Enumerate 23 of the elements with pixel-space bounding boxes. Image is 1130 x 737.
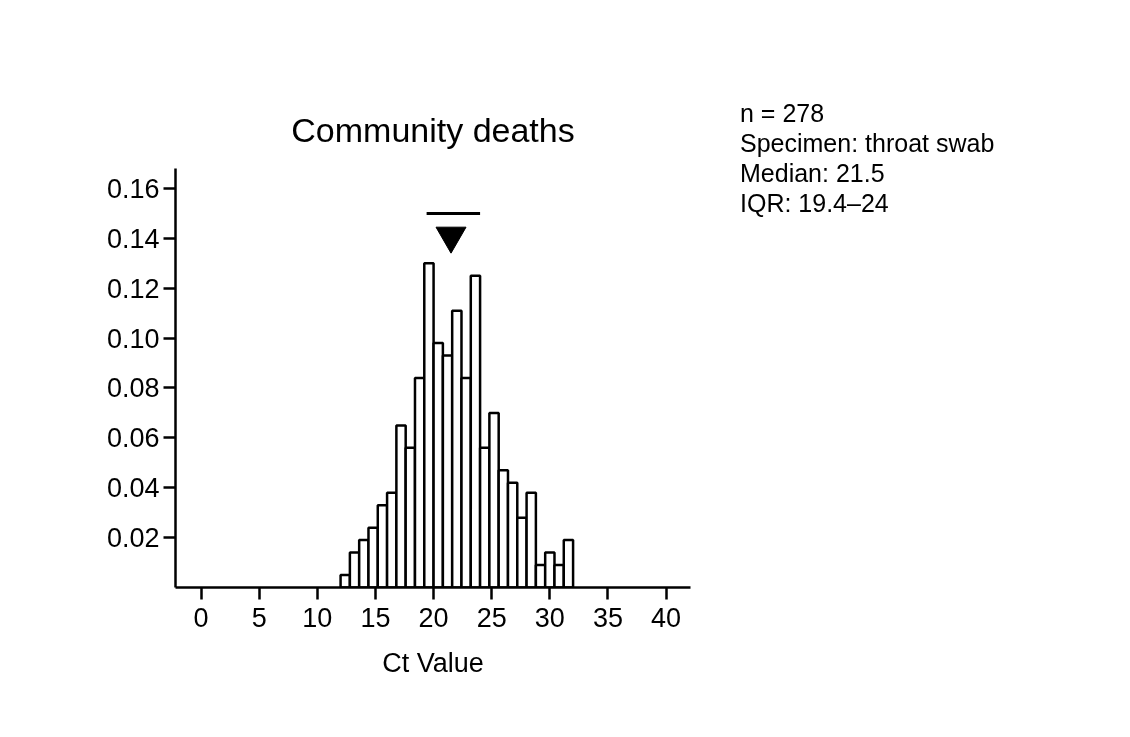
text: n = 278	[740, 98, 826, 128]
y-tick-label: 0.16	[106, 173, 160, 204]
x-tick-label: 10	[302, 602, 333, 633]
x-tick-label: 5	[251, 602, 267, 633]
x-tick-label: 30	[534, 602, 565, 633]
y-tick-label: 0.12	[106, 273, 160, 304]
x-tick-label: 35	[592, 602, 623, 633]
text: Median: 21.5	[740, 158, 886, 188]
x-tick-label: 20	[418, 602, 449, 633]
x-tick-label: 15	[360, 602, 391, 633]
y-tick-label: 0.08	[106, 373, 160, 404]
y-tick-label: 0.04	[106, 473, 160, 504]
text: IQR: 19.4–24	[740, 188, 890, 218]
y-tick-label: 0.06	[106, 423, 160, 454]
y-tick-label: 0.02	[106, 523, 160, 554]
chart-title: Community deaths	[291, 110, 575, 149]
x-tick-label: 40	[651, 602, 682, 633]
text: Specimen: throat swab	[740, 128, 995, 158]
x-tick-label: 25	[476, 602, 507, 633]
y-tick-label: 0.14	[106, 223, 160, 254]
x-axis-title: Ct Value	[382, 647, 484, 678]
y-tick-label: 0.10	[106, 323, 160, 354]
x-tick-label: 0	[193, 602, 209, 633]
